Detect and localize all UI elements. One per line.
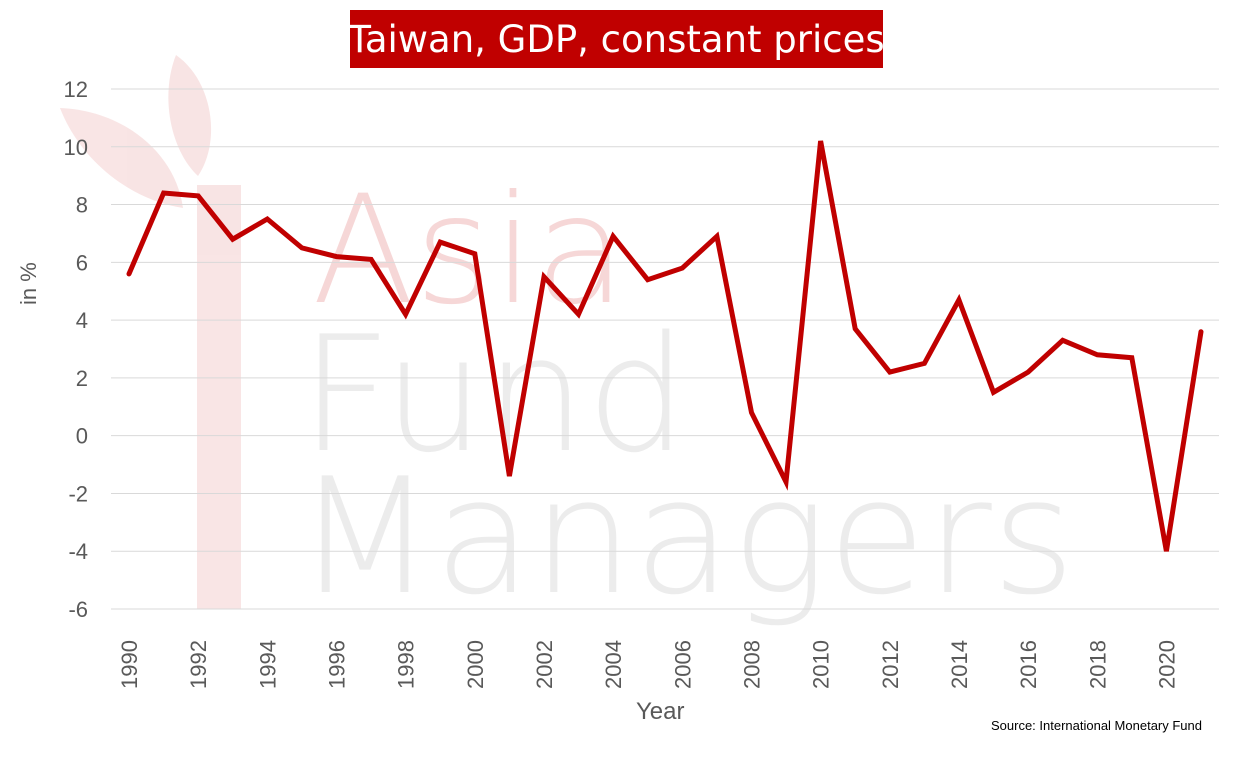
watermark-stem — [197, 185, 241, 609]
y-tick-label: -2 — [68, 481, 88, 506]
y-tick-labels: -6 -4 -2 0 2 4 6 8 10 12 — [64, 77, 88, 622]
x-tick-label: 2004 — [601, 640, 626, 689]
watermark-leaf-right — [168, 55, 212, 176]
y-tick-label: 6 — [76, 250, 88, 275]
x-tick-label: 2000 — [463, 640, 488, 689]
x-tick-label: 1996 — [324, 640, 349, 689]
x-tick-label: 2020 — [1154, 640, 1179, 689]
watermark-word: Fund — [300, 301, 688, 488]
x-tick-label: 2008 — [739, 640, 764, 689]
watermark-leaf-left — [60, 108, 183, 208]
x-axis-label: Year — [636, 698, 685, 725]
x-tick-label: 1998 — [394, 640, 419, 689]
watermark-word: Managers — [296, 443, 1075, 630]
y-tick-label: 8 — [76, 193, 88, 218]
x-tick-label: 2014 — [947, 640, 972, 689]
watermark-logo — [60, 55, 241, 609]
series-group — [126, 140, 1204, 552]
y-tick-label: 12 — [64, 77, 88, 102]
chart-title: Taiwan, GDP, constant prices — [348, 17, 885, 61]
x-tick-label: 1990 — [117, 640, 142, 689]
x-tick-label: 1994 — [255, 640, 280, 689]
y-tick-label: 2 — [76, 366, 88, 391]
y-tick-label: 4 — [76, 308, 88, 333]
x-tick-label: 2012 — [878, 640, 903, 689]
x-tick-label: 2018 — [1085, 640, 1110, 689]
x-tick-labels: 1990 1992 1994 1996 1998 2000 2002 2004 2006 2008… — [117, 640, 1179, 689]
x-tick-label: 2002 — [532, 640, 557, 689]
x-tick-label: 2016 — [1016, 640, 1041, 689]
source-note: Source: International Monetary Fund — [990, 718, 1202, 733]
y-tick-label: 10 — [64, 135, 88, 160]
series-line — [126, 140, 1204, 552]
y-axis-label: in % — [16, 262, 41, 305]
gridlines — [111, 88, 1219, 610]
y-tick-label: 0 — [76, 424, 88, 449]
x-tick-label: 2006 — [670, 640, 695, 689]
x-tick-label: 1992 — [186, 640, 211, 689]
y-tick-label: -4 — [68, 539, 88, 564]
y-tick-label: -6 — [68, 597, 88, 622]
x-tick-label: 2010 — [809, 640, 834, 689]
chart-title-box: Taiwan, GDP, constant prices — [348, 10, 885, 68]
